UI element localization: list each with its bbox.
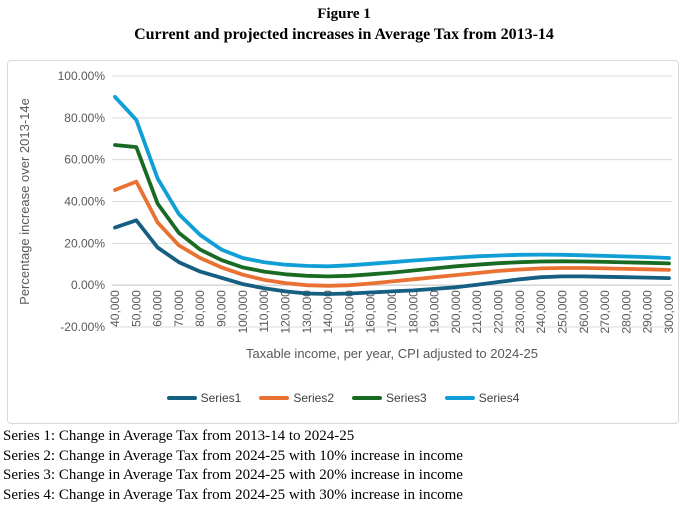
x-tick-label: 100,000 bbox=[236, 290, 250, 334]
y-tick-label: -20.00% bbox=[60, 320, 105, 334]
y-axis-title: Percentage increase over 2013-14e bbox=[17, 98, 32, 305]
y-tick-label: 20.00% bbox=[64, 236, 105, 250]
x-tick-label: 170,000 bbox=[385, 290, 399, 334]
footnote-line: Series 4: Change in Average Tax from 202… bbox=[3, 486, 463, 503]
x-tick-label: 70,000 bbox=[172, 290, 186, 327]
figure-title-text: Current and projected increases in Avera… bbox=[134, 26, 554, 43]
legend-item: Series2 bbox=[259, 391, 334, 405]
footnote-line: Series 1: Change in Average Tax from 201… bbox=[3, 428, 355, 444]
legend-line-swatch bbox=[259, 396, 290, 400]
legend-line-swatch bbox=[166, 396, 197, 400]
x-tick-label: 200,000 bbox=[449, 290, 463, 334]
y-tick-label: 80.00% bbox=[64, 111, 105, 125]
x-tick-label: 230,000 bbox=[513, 290, 527, 334]
footnote-line: Series 2: Change in Average Tax from 202… bbox=[3, 447, 463, 464]
chart-legend: Series1 Series2 Series3 Series4 bbox=[8, 391, 678, 405]
x-tick-label: 40,000 bbox=[108, 290, 122, 327]
x-tick-label: 160,000 bbox=[364, 290, 378, 334]
x-tick-label: 110,000 bbox=[257, 290, 271, 333]
x-tick-label: 60,000 bbox=[151, 290, 165, 327]
x-tick-label: 300,000 bbox=[662, 290, 676, 334]
legend-item: Series1 bbox=[166, 391, 242, 405]
x-tick-label: 270,000 bbox=[598, 290, 612, 334]
legend-label: Series2 bbox=[293, 391, 334, 405]
chart-frame: 100.00% 80.00% 60.00% 40.00% 20.00% 0.00% -20.… bbox=[7, 60, 679, 424]
figure-title: Figure 1 Current and projected increases… bbox=[0, 4, 688, 46]
x-tick-label: 140,000 bbox=[321, 290, 335, 334]
x-tick-label: 190,000 bbox=[428, 290, 442, 334]
legend-item: Series4 bbox=[444, 391, 520, 405]
x-tick-label: 250,000 bbox=[555, 290, 569, 334]
x-tick-label: 260,000 bbox=[577, 290, 591, 334]
legend-line-swatch bbox=[444, 396, 475, 400]
x-tick-label: 130,000 bbox=[300, 290, 314, 334]
y-tick-label: 0.00% bbox=[71, 278, 105, 292]
figure-number: Figure 1 bbox=[317, 6, 371, 22]
x-tick-label: 220,000 bbox=[492, 290, 506, 334]
x-tick-label: 50,000 bbox=[129, 290, 143, 327]
series-line-series1 bbox=[113, 218, 671, 296]
x-tick-label: 180,000 bbox=[406, 290, 420, 334]
series-line-series3 bbox=[113, 143, 671, 279]
x-tick-label: 290,000 bbox=[641, 290, 655, 334]
series-line-series2 bbox=[113, 179, 671, 288]
x-tick-label: 240,000 bbox=[534, 290, 548, 334]
x-axis-title: Taxable income, per year, CPI adjusted t… bbox=[246, 346, 538, 361]
x-tick-label: 210,000 bbox=[470, 290, 484, 334]
footnotes: Series 1: Change in Average Tax from 201… bbox=[3, 427, 685, 505]
series-line-series4 bbox=[113, 95, 671, 269]
y-tick-label: 40.00% bbox=[64, 195, 105, 209]
y-tick-label: 100.00% bbox=[58, 69, 106, 83]
legend-item: Series3 bbox=[352, 391, 427, 405]
legend-line-swatch bbox=[352, 396, 382, 400]
x-tick-label: 150,000 bbox=[342, 290, 356, 334]
chart-plot: 100.00% 80.00% 60.00% 40.00% 20.00% 0.00% -20.… bbox=[17, 69, 676, 361]
y-tick-label: 60.00% bbox=[64, 153, 105, 167]
legend-label: Series1 bbox=[200, 391, 242, 405]
x-tick-label: 80,000 bbox=[193, 290, 207, 327]
x-tick-label: 280,000 bbox=[619, 290, 633, 334]
x-tick-label: 90,000 bbox=[215, 290, 229, 327]
x-tick-label: 120,000 bbox=[278, 290, 292, 334]
legend-label: Series4 bbox=[478, 391, 520, 405]
legend-label: Series3 bbox=[386, 391, 427, 405]
footnote-line: Series 3: Change in Average Tax from 202… bbox=[3, 467, 463, 483]
